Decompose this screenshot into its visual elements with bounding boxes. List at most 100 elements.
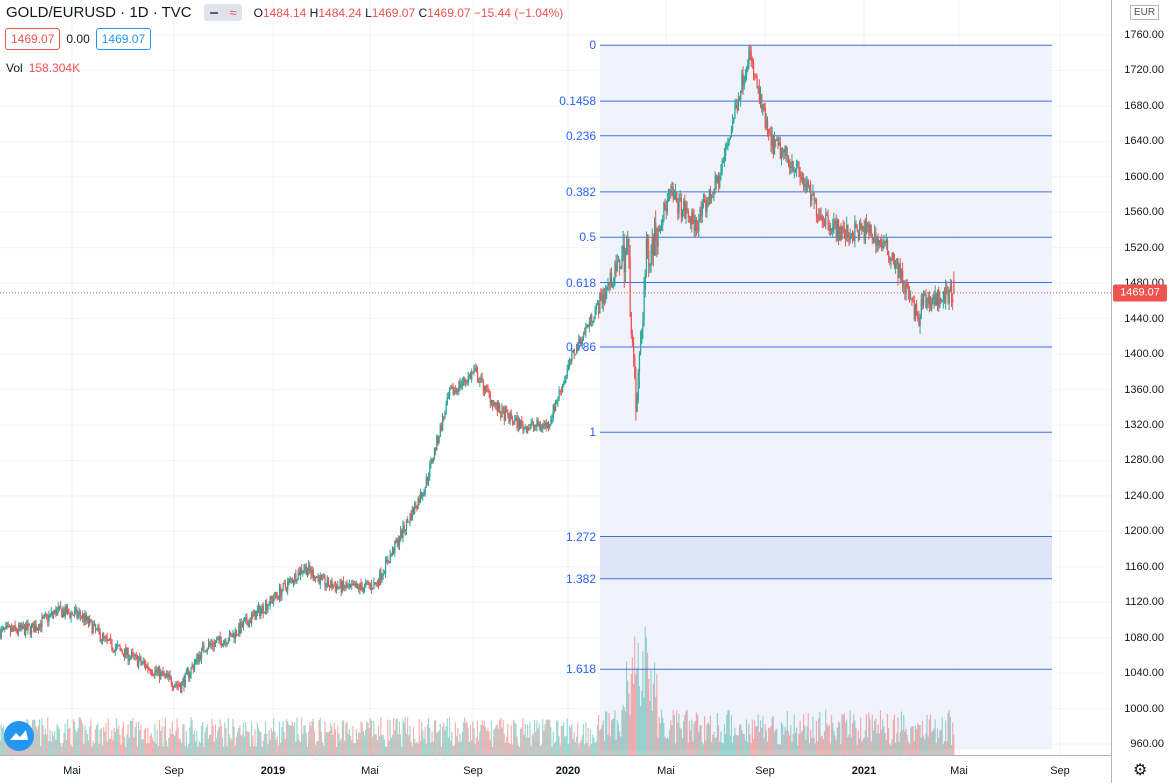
volume-bar bbox=[745, 719, 748, 755]
volume-bar bbox=[575, 736, 578, 755]
tradingview-logo-icon[interactable] bbox=[4, 721, 34, 751]
volume-bar bbox=[628, 693, 630, 755]
candle-body bbox=[589, 314, 592, 322]
settings-gear-icon[interactable]: ⚙ bbox=[1133, 762, 1148, 779]
candle-body bbox=[207, 642, 210, 649]
volume-bar bbox=[766, 741, 769, 755]
volume-bar bbox=[210, 734, 212, 755]
volume-bar bbox=[223, 746, 225, 755]
candle-body bbox=[722, 160, 724, 164]
volume-bar bbox=[361, 723, 363, 755]
volume-bar bbox=[221, 737, 224, 755]
volume-bar bbox=[206, 724, 208, 755]
candle-body bbox=[412, 508, 415, 514]
candle-body bbox=[489, 393, 492, 403]
currency-badge[interactable]: EUR bbox=[1130, 5, 1160, 20]
volume-bar bbox=[287, 721, 289, 755]
candle-body bbox=[241, 621, 243, 627]
candle-body bbox=[792, 161, 794, 171]
volume-bar bbox=[554, 741, 557, 755]
volume-bar bbox=[820, 736, 822, 755]
volume-bar bbox=[750, 743, 752, 755]
candle-body bbox=[77, 614, 79, 617]
time-axis[interactable]: Mai Sep 2019 Mai Sep 2020 Mai Sep 2021 Mai Sep bbox=[0, 755, 1111, 784]
candle-body bbox=[161, 671, 163, 673]
volume-bar bbox=[680, 728, 682, 755]
time-tick-label: Sep bbox=[164, 765, 184, 777]
volume-bar bbox=[141, 739, 143, 755]
volume-bar bbox=[99, 729, 101, 755]
volume-bar bbox=[641, 690, 643, 755]
candle-body bbox=[193, 663, 196, 670]
candle-body bbox=[730, 129, 733, 136]
volume-bar bbox=[905, 728, 907, 755]
candle-body bbox=[70, 612, 72, 618]
candle-body bbox=[244, 619, 246, 622]
volume-bar bbox=[468, 741, 470, 755]
candle-body bbox=[317, 577, 319, 579]
volume-bar bbox=[749, 734, 751, 755]
candle-body bbox=[914, 303, 917, 319]
volume-bar bbox=[347, 734, 349, 755]
candle-body bbox=[68, 609, 70, 614]
candle-body bbox=[698, 221, 700, 232]
volume-bar bbox=[353, 743, 355, 755]
candle-body bbox=[743, 78, 745, 87]
volume-bar bbox=[501, 727, 503, 755]
volume-bar bbox=[261, 746, 263, 755]
candle-body bbox=[275, 592, 277, 596]
volume-bar bbox=[103, 727, 105, 755]
volume-bar bbox=[374, 734, 376, 755]
volume-bar bbox=[424, 727, 426, 755]
candle-body bbox=[400, 530, 402, 540]
candle-body bbox=[952, 299, 954, 303]
candle-body bbox=[493, 402, 495, 407]
volume-bar bbox=[328, 730, 331, 755]
candle-body bbox=[642, 321, 644, 330]
volume-bar bbox=[563, 722, 565, 755]
candle-body bbox=[51, 611, 54, 616]
candle-body bbox=[750, 52, 752, 61]
volume-legend: Vol 158.304K bbox=[6, 61, 80, 75]
candle-body bbox=[439, 425, 441, 438]
candle-body bbox=[85, 614, 87, 621]
candle-body bbox=[658, 228, 660, 232]
legend-toggle[interactable]: ≈ bbox=[203, 4, 242, 21]
candle-body bbox=[428, 477, 430, 481]
candle-body bbox=[591, 314, 593, 323]
candle-body bbox=[584, 332, 586, 334]
volume-bar bbox=[754, 720, 756, 755]
candle-body bbox=[736, 105, 738, 111]
volume-bar bbox=[722, 743, 724, 755]
volume-bar bbox=[193, 730, 196, 755]
symbol-title[interactable]: GOLD/EURUSD · 1D · TVC bbox=[6, 4, 192, 21]
volume-bar bbox=[908, 743, 911, 755]
candle-body bbox=[367, 581, 369, 584]
volume-bar bbox=[497, 728, 500, 755]
volume-bar bbox=[77, 728, 79, 755]
volume-bar bbox=[687, 742, 689, 755]
candle-body bbox=[279, 587, 281, 599]
candle-body bbox=[588, 321, 591, 328]
candle-body bbox=[517, 419, 519, 428]
volume-bar bbox=[459, 733, 461, 755]
candle-body bbox=[659, 228, 662, 232]
volume-bar bbox=[503, 733, 505, 755]
fibonacci-retracement[interactable] bbox=[600, 44, 1052, 670]
volume-bar bbox=[370, 721, 373, 755]
volume-bar bbox=[615, 739, 617, 755]
volume-bar bbox=[283, 731, 285, 755]
candle-body bbox=[670, 190, 672, 192]
price-axis[interactable]: EUR 1760.00 1720.00 1680.00 1640.00 1600.00 1… bbox=[1111, 0, 1169, 783]
candle-body bbox=[157, 667, 160, 671]
price-chart[interactable] bbox=[0, 0, 1111, 755]
candle-body bbox=[789, 159, 791, 168]
candle-body bbox=[359, 583, 361, 590]
sell-button[interactable]: 1469.07 bbox=[5, 28, 61, 50]
candle-body bbox=[733, 118, 735, 123]
volume-bar bbox=[814, 743, 816, 755]
candle-body bbox=[485, 385, 487, 392]
candle-body bbox=[364, 583, 366, 589]
buy-button[interactable]: 1469.07 bbox=[95, 28, 152, 50]
candle-body bbox=[666, 199, 669, 213]
